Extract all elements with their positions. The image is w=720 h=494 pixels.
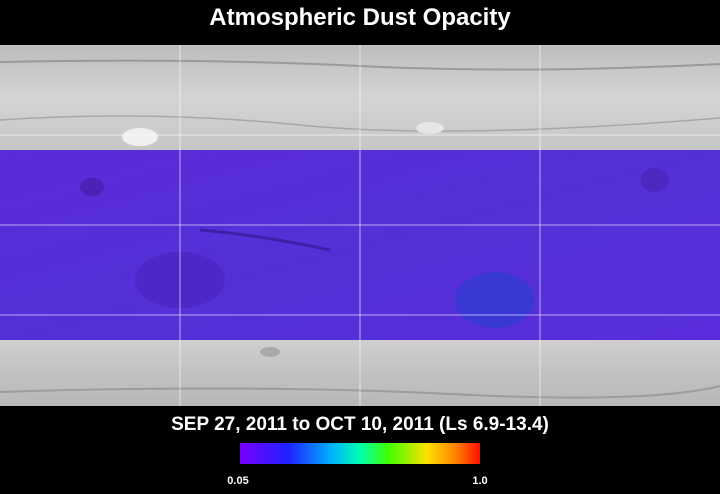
crater	[416, 122, 444, 134]
crater	[260, 347, 280, 357]
volcano	[80, 178, 104, 196]
terrain-ridge	[0, 115, 720, 132]
canyon	[199, 228, 331, 252]
graticule	[0, 45, 720, 406]
terrain-ridge	[0, 385, 720, 399]
colorbar-max-label: 1.0	[472, 475, 487, 487]
volcano	[122, 128, 158, 146]
basin	[455, 272, 535, 328]
date-range: SEP 27, 2011 to OCT 10, 2011 (Ls 6.9-13.…	[171, 414, 549, 435]
colorbar	[240, 443, 480, 464]
map	[0, 45, 720, 406]
title: Atmospheric Dust Opacity	[209, 4, 511, 31]
colorbar-min-label: 0.05	[227, 475, 248, 487]
volcano	[641, 168, 669, 192]
